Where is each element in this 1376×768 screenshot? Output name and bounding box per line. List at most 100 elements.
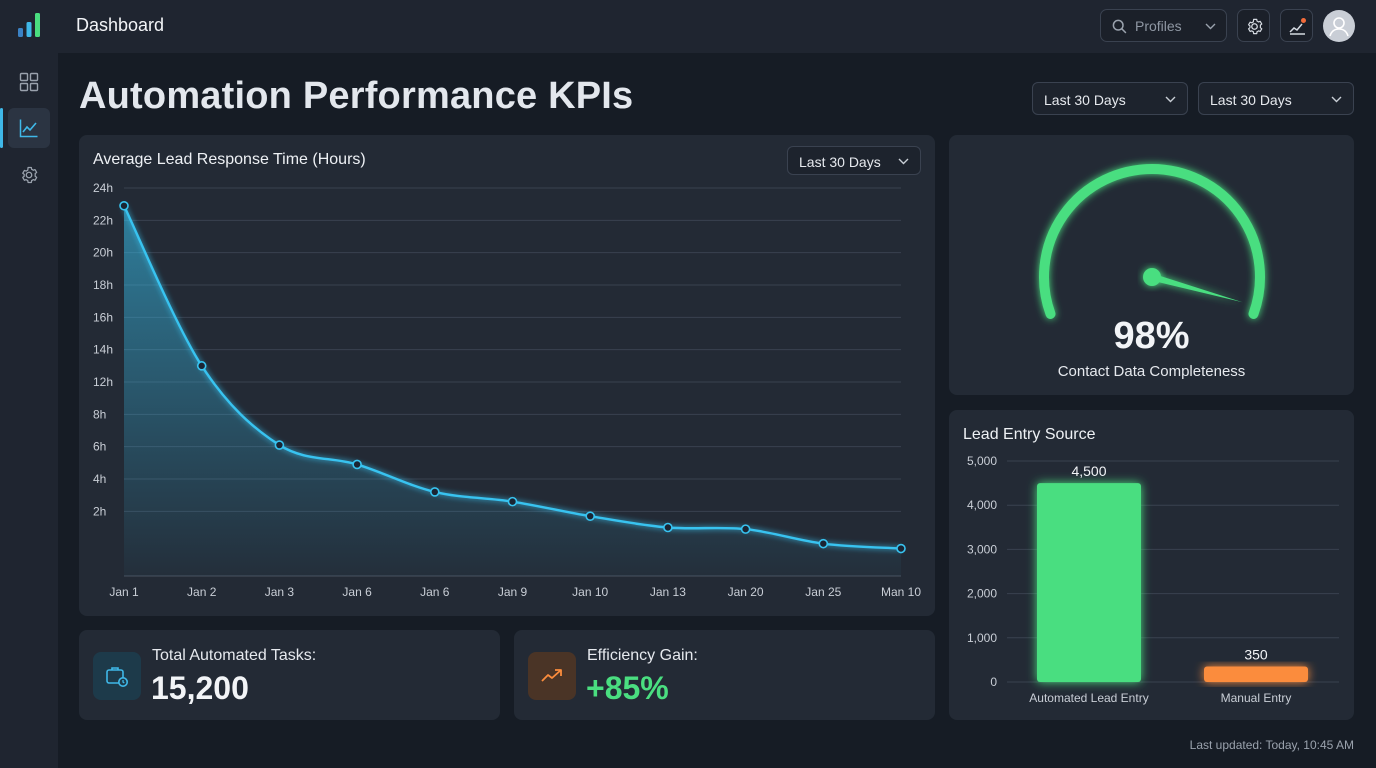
- bar-value-label: 4,500: [1071, 463, 1106, 479]
- gauge-label: Contact Data Completeness: [1057, 363, 1246, 380]
- data-point: [274, 440, 285, 450]
- page-title: Automation Performance KPIs: [79, 75, 634, 117]
- chevron-down-icon: [898, 158, 909, 165]
- x-tick-label: Jan 10: [572, 585, 608, 599]
- x-tick-label: Jan 3: [265, 585, 295, 599]
- chart-title: Average Lead Response Time (Hours): [93, 151, 366, 168]
- kpi-icon-box: [93, 652, 141, 700]
- select-value: Last 30 Days: [799, 154, 881, 170]
- y-tick-label: 3,000: [967, 542, 997, 556]
- kpi-label: Efficiency Gain:: [587, 647, 698, 664]
- settings-icon: [22, 166, 38, 184]
- gauge-needle: [1151, 273, 1243, 303]
- line-chart-icon: [19, 119, 38, 138]
- data-point: [119, 200, 129, 211]
- x-category-label: Manual Entry: [1221, 691, 1292, 705]
- chevron-down-icon: [1165, 96, 1176, 103]
- data-point: [896, 543, 906, 554]
- search-input[interactable]: Profiles: [1135, 18, 1182, 34]
- app-title: Dashboard: [76, 15, 165, 35]
- y-tick-label: 18h: [93, 278, 113, 292]
- x-tick-label: Jan 25: [805, 585, 841, 599]
- profiles-search[interactable]: Profiles: [1100, 9, 1227, 42]
- user-avatar[interactable]: [1323, 10, 1355, 42]
- data-point: [507, 496, 518, 507]
- user-icon: [1329, 17, 1349, 37]
- x-tick-label: Jan 20: [728, 585, 764, 599]
- x-tick-label: Jan 2: [187, 585, 217, 599]
- y-tick-label: 4,000: [967, 498, 997, 512]
- bar-value-label: 350: [1244, 647, 1268, 663]
- y-tick-label: 2h: [93, 504, 106, 518]
- last-updated: Last updated: Today, 10:45 AM: [1189, 738, 1354, 752]
- data-point: [818, 538, 829, 549]
- kpi-value: +85%: [586, 670, 669, 706]
- data-point: [740, 524, 751, 534]
- sidebar: [0, 53, 58, 768]
- y-tick-label: 8h: [93, 407, 106, 421]
- x-tick-label: Man 10: [881, 585, 921, 599]
- active-indicator: [0, 108, 3, 148]
- trend-up-icon: [541, 669, 562, 682]
- x-tick-label: Jan 6: [342, 585, 372, 599]
- chevron-down-icon: [1205, 23, 1216, 30]
- lead-source-card: Lead Entry Source 0 1,000 2,000 3,000 4,000 5…: [949, 410, 1354, 720]
- y-tick-label: 2,000: [967, 587, 997, 601]
- data-point: [196, 361, 207, 371]
- y-tick-label: 4h: [93, 472, 106, 486]
- kpi-value: 15,200: [151, 670, 249, 706]
- gauge-value: 98%: [1113, 315, 1190, 357]
- y-tick-label: 20h: [93, 246, 113, 260]
- x-tick-label: Jan 6: [420, 585, 450, 599]
- y-tick-label: 5,000: [967, 454, 997, 468]
- date-range-select-1[interactable]: Last 30 Days: [1032, 82, 1188, 115]
- bar-chart: 0 1,000 2,000 3,000 4,000 5,000 4,500 Automated…: [967, 454, 1339, 705]
- data-point: [429, 487, 440, 497]
- y-tick-label: 22h: [93, 213, 113, 227]
- bar: [1204, 666, 1308, 682]
- bar: [1037, 483, 1141, 682]
- y-tick-label: 1,000: [967, 631, 997, 645]
- tasks-icon: [106, 667, 128, 687]
- notifications-button[interactable]: [1280, 9, 1313, 42]
- select-value: Last 30 Days: [1044, 92, 1126, 108]
- x-tick-label: Jan 9: [498, 585, 528, 599]
- y-tick-label: 16h: [93, 310, 113, 324]
- grid-icon: [19, 72, 39, 92]
- select-value: Last 30 Days: [1210, 92, 1292, 108]
- y-tick-label: 12h: [93, 375, 113, 389]
- chart-range-select[interactable]: Last 30 Days: [787, 146, 921, 175]
- y-tick-label: 24h: [93, 181, 113, 195]
- data-point: [663, 522, 673, 533]
- area-fill: [124, 205, 901, 576]
- gear-icon: [1247, 18, 1263, 35]
- y-tick-label: 14h: [93, 343, 113, 357]
- bar-chart-title: Lead Entry Source: [963, 426, 1096, 443]
- data-point: [585, 511, 596, 521]
- y-tick-label: 6h: [93, 440, 106, 454]
- kpi-card-efficiency: Efficiency Gain: +85%: [514, 630, 935, 720]
- data-point: [352, 459, 362, 470]
- date-range-select-2[interactable]: Last 30 Days: [1198, 82, 1354, 115]
- kpi-icon-box: [528, 652, 576, 700]
- line-chart: 24h 22h 20h 18h 16h 14h 12h 8h 6h 4h 2h Jan 1 Jan 2 J…: [93, 181, 921, 599]
- completeness-gauge: [1039, 164, 1265, 319]
- series-line: [122, 205, 902, 550]
- chevron-down-icon: [1331, 96, 1342, 103]
- y-tick-label: 0: [990, 675, 997, 689]
- gauge-arc: [1039, 164, 1265, 319]
- x-tick-label: Jan 1: [109, 585, 139, 599]
- response-time-card: Average Lead Response Time (Hours) Last …: [79, 135, 935, 616]
- kpi-card-tasks: Total Automated Tasks: 15,200: [79, 630, 500, 720]
- sidebar-item-overview[interactable]: [8, 62, 50, 102]
- sidebar-item-analytics[interactable]: [8, 108, 50, 148]
- kpi-label: Total Automated Tasks:: [152, 647, 317, 664]
- top-bar: Dashboard Profiles: [0, 0, 1376, 53]
- x-category-label: Automated Lead Entry: [1029, 691, 1148, 705]
- settings-button[interactable]: [1237, 9, 1270, 42]
- search-icon: [1112, 19, 1127, 34]
- logo-icon[interactable]: [17, 12, 43, 38]
- sidebar-item-settings[interactable]: [8, 155, 50, 195]
- notification-chart-icon: [1289, 18, 1306, 35]
- gauge-card: 98% Contact Data Completeness: [949, 135, 1354, 395]
